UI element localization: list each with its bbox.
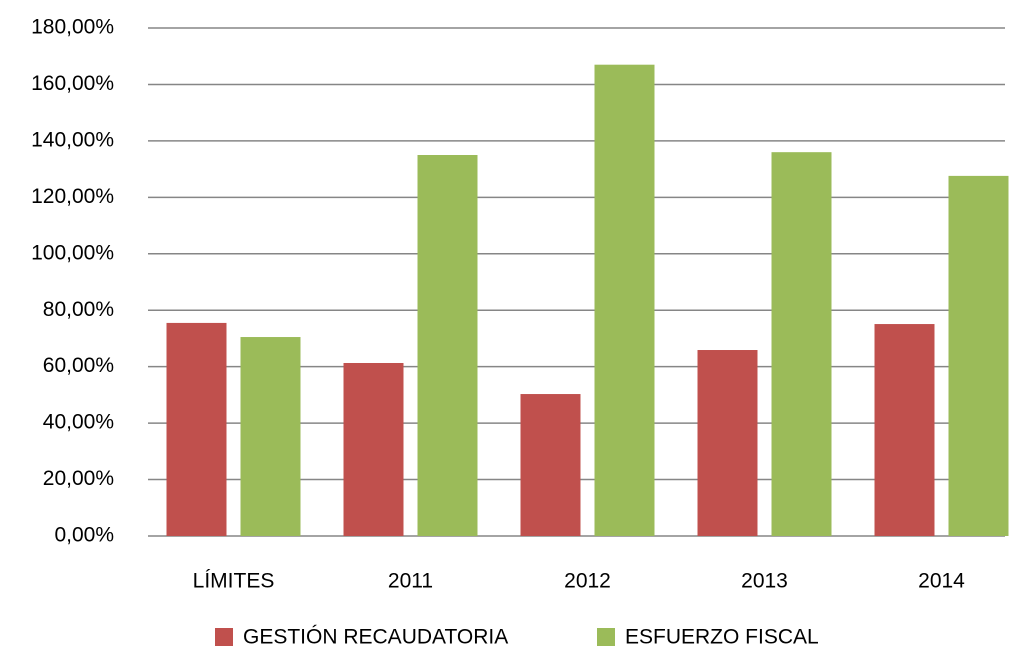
y-tick-label: 160,00% [31, 72, 114, 95]
y-tick-label: 120,00% [31, 185, 114, 208]
bar [771, 152, 832, 536]
bar [343, 362, 404, 536]
legend-swatch [597, 628, 615, 646]
bar [697, 350, 758, 536]
bar [594, 64, 655, 536]
y-tick-label: 100,00% [31, 241, 114, 264]
y-tick-label: 20,00% [43, 467, 114, 490]
x-tick-label: LÍMITES [193, 570, 275, 593]
bar [240, 337, 301, 536]
bar [948, 175, 1009, 536]
y-tick-label: 0,00% [54, 524, 114, 547]
x-tick-label: 2013 [741, 570, 788, 593]
x-tick-label: 2012 [564, 570, 611, 593]
y-tick-label: 80,00% [43, 298, 114, 321]
bar [417, 155, 478, 536]
x-tick-label: 2011 [388, 570, 433, 593]
bar [874, 324, 935, 536]
bar [166, 322, 227, 536]
y-tick-label: 140,00% [31, 128, 114, 151]
legend-label: ESFUERZO FISCAL [625, 626, 819, 649]
y-tick-label: 40,00% [43, 411, 114, 434]
bar [520, 394, 581, 536]
y-tick-label: 180,00% [31, 16, 114, 39]
x-tick-label: 2014 [918, 570, 965, 593]
legend-swatch [215, 628, 233, 646]
legend-label: GESTIÓN RECAUDATORIA [243, 626, 508, 649]
y-tick-label: 60,00% [43, 354, 114, 377]
